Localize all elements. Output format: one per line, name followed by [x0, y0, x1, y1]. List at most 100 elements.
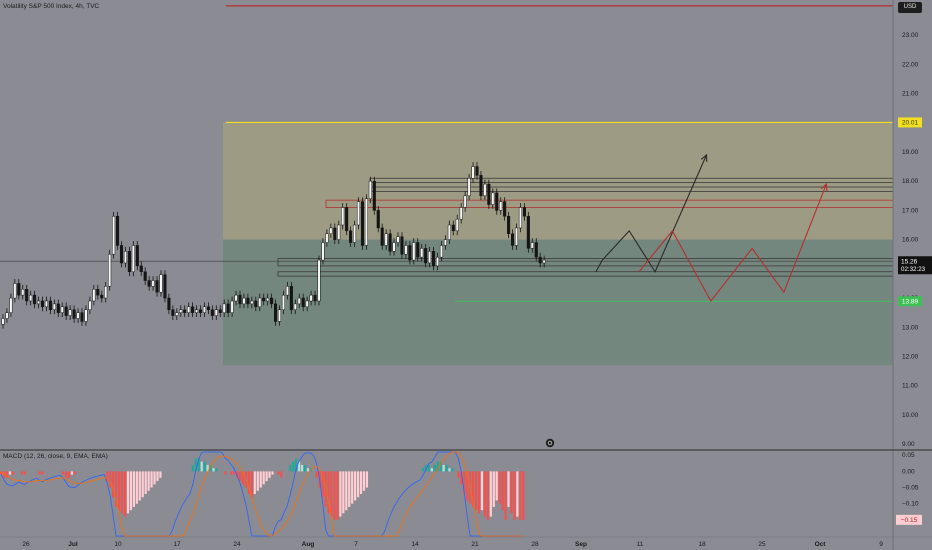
candle[interactable] [21, 289, 25, 296]
macd-histogram-bar[interactable] [253, 471, 256, 494]
macd-histogram-bar[interactable] [2, 471, 6, 478]
macd-histogram-bar[interactable] [144, 471, 147, 494]
candle[interactable] [317, 259, 321, 302]
macd-histogram-bar[interactable] [150, 471, 153, 488]
macd-histogram-bar[interactable] [241, 471, 245, 485]
candle[interactable] [293, 303, 297, 310]
candle[interactable] [471, 166, 475, 179]
candle[interactable] [143, 271, 147, 281]
macd-histogram-bar[interactable] [354, 471, 357, 501]
macd-histogram-bar[interactable] [421, 468, 425, 472]
macd-histogram-bar[interactable] [315, 471, 318, 478]
candle[interactable] [48, 300, 52, 310]
candle[interactable] [491, 192, 495, 205]
macd-histogram-bar[interactable] [197, 458, 200, 472]
candle[interactable] [33, 294, 37, 305]
macd-histogram-bar[interactable] [510, 471, 513, 514]
candle[interactable] [147, 280, 151, 287]
candle[interactable] [234, 294, 238, 302]
macd-histogram-bar[interactable] [126, 471, 130, 514]
candle[interactable] [530, 242, 534, 249]
candle[interactable] [526, 215, 530, 249]
macd-histogram-bar[interactable] [203, 461, 206, 472]
macd-histogram-bar[interactable] [191, 464, 194, 472]
macd-histogram-bar[interactable] [480, 471, 484, 511]
macd-histogram-bar[interactable] [333, 471, 336, 520]
macd-histogram-bar[interactable] [194, 458, 197, 472]
macd-histogram-bar[interactable] [153, 471, 156, 485]
macd-histogram-bar[interactable] [280, 471, 283, 478]
candle[interactable] [329, 227, 333, 235]
candle[interactable] [404, 245, 408, 255]
macd-histogram-bar[interactable] [451, 468, 454, 472]
macd-histogram-bar[interactable] [5, 471, 9, 478]
macd-histogram-bar[interactable] [120, 471, 124, 514]
macd-histogram-bar[interactable] [495, 471, 498, 501]
macd-histogram-bar[interactable] [259, 471, 262, 488]
macd-histogram-bar[interactable] [433, 464, 436, 472]
candle[interactable] [68, 309, 72, 316]
candle[interactable] [420, 248, 424, 258]
candle[interactable] [313, 294, 317, 302]
candle[interactable] [514, 227, 519, 246]
candle[interactable] [210, 309, 214, 316]
macd-histogram-bar[interactable] [477, 471, 481, 514]
projection-path-dark[interactable] [595, 154, 708, 273]
candle[interactable] [242, 297, 246, 305]
candle[interactable] [285, 286, 289, 296]
candle[interactable] [447, 224, 451, 240]
macd-histogram-bar[interactable] [262, 471, 265, 485]
macd-histogram-bar[interactable] [70, 471, 74, 475]
candle[interactable] [139, 265, 143, 273]
macd-histogram-bar[interactable] [265, 471, 268, 482]
macd-histogram-bar[interactable] [64, 471, 68, 478]
macd-histogram-bar[interactable] [342, 471, 345, 514]
macd-histogram-bar[interactable] [474, 471, 478, 511]
macd-histogram-bar[interactable] [448, 468, 451, 472]
candle[interactable] [364, 198, 368, 246]
macd-histogram-bar[interactable] [209, 464, 212, 472]
macd-histogram-bar[interactable] [129, 471, 133, 511]
candle[interactable] [60, 306, 64, 313]
candle[interactable] [428, 251, 432, 264]
macd-histogram-bar[interactable] [271, 471, 274, 475]
macd-histogram-bar[interactable] [365, 471, 369, 488]
macd-histogram-bar[interactable] [159, 471, 162, 478]
candle[interactable] [108, 253, 112, 287]
macd-histogram-bar[interactable] [324, 471, 327, 507]
candle[interactable] [206, 306, 210, 310]
replay-icon[interactable] [545, 438, 555, 448]
candle[interactable] [92, 289, 96, 302]
candle[interactable] [29, 294, 33, 302]
candle[interactable] [459, 207, 463, 220]
macd-histogram-bar[interactable] [356, 471, 360, 498]
candle[interactable] [218, 309, 222, 313]
macd-histogram-bar[interactable] [516, 471, 519, 517]
candle[interactable] [187, 306, 191, 313]
candle[interactable] [503, 201, 507, 217]
macd-histogram-bar[interactable] [483, 471, 487, 517]
macd-histogram-bar[interactable] [466, 471, 469, 501]
macd-histogram-bar[interactable] [445, 464, 448, 472]
macd-histogram-bar[interactable] [306, 468, 310, 472]
candle[interactable] [195, 309, 199, 313]
candle[interactable] [116, 215, 120, 246]
macd-histogram-bar[interactable] [430, 468, 433, 472]
candle[interactable] [151, 280, 155, 287]
candle[interactable] [238, 294, 242, 305]
macd-histogram-bar[interactable] [486, 471, 489, 520]
candle[interactable] [64, 306, 68, 316]
macd-histogram-bar[interactable] [200, 461, 203, 472]
macd-histogram-bar[interactable] [41, 471, 44, 475]
macd-histogram-bar[interactable] [327, 471, 330, 514]
candle[interactable] [56, 303, 60, 313]
candle[interactable] [321, 242, 325, 261]
macd-histogram-bar[interactable] [106, 471, 109, 482]
candle[interactable] [159, 274, 163, 293]
candle[interactable] [104, 286, 108, 299]
projection-path-red[interactable] [638, 183, 827, 302]
currency-badge[interactable]: USD [898, 2, 922, 13]
candle[interactable] [455, 218, 459, 232]
macd-histogram-bar[interactable] [460, 471, 463, 485]
macd-histogram-bar[interactable] [38, 471, 41, 475]
